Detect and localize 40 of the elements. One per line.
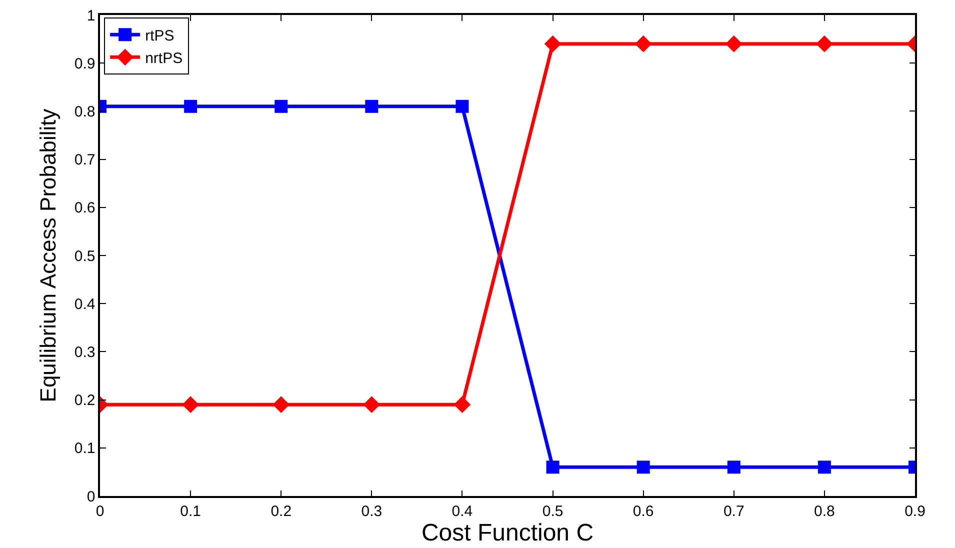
x-tick-label: 0.7: [723, 502, 744, 520]
point: [725, 35, 742, 52]
x-tick-label: 0.2: [270, 502, 292, 520]
y-tick-label: 0.5: [74, 248, 96, 265]
x-tick-label: 0.6: [632, 502, 654, 520]
point: [272, 396, 290, 414]
x-tick-label: 0.5: [542, 502, 564, 520]
point: [274, 100, 288, 113]
x-axis-title: Cost Function C: [421, 520, 594, 547]
y-tick-label: 1: [86, 7, 96, 24]
point: [816, 35, 833, 52]
point: [634, 35, 652, 52]
x-tick-label: 0.1: [180, 502, 201, 520]
y-tick-label: 0.1: [74, 440, 96, 458]
point: [818, 460, 831, 474]
y-tick-label: 0.7: [74, 152, 96, 169]
point: [727, 460, 740, 474]
point: [546, 460, 560, 474]
point: [365, 100, 378, 113]
y-tick-label: 0.9: [74, 55, 96, 72]
y-tick-label: 0.8: [74, 103, 96, 120]
y-tick-label: 0: [86, 488, 96, 506]
point: [363, 396, 380, 414]
y-tick-label: 0.4: [74, 296, 96, 313]
point: [184, 100, 198, 113]
point: [454, 396, 471, 414]
point: [456, 100, 469, 113]
point: [636, 460, 650, 474]
y-tick-label: 0.3: [74, 344, 96, 361]
x-tick-label: 0.3: [361, 502, 382, 520]
y-tick-label: 0.2: [74, 392, 96, 410]
x-tick-label: 0.9: [904, 502, 926, 520]
legend-label: rtPS: [145, 28, 174, 45]
y-tick-label: 0.6: [74, 200, 96, 217]
point: [182, 396, 200, 414]
x-tick-label: 0.4: [452, 502, 473, 520]
point: [544, 35, 562, 52]
x-tick-label: 0.8: [814, 502, 835, 520]
legend-label: nrtPS: [145, 50, 183, 68]
y-axis-title: Equilibrium Access Probability: [36, 108, 61, 402]
